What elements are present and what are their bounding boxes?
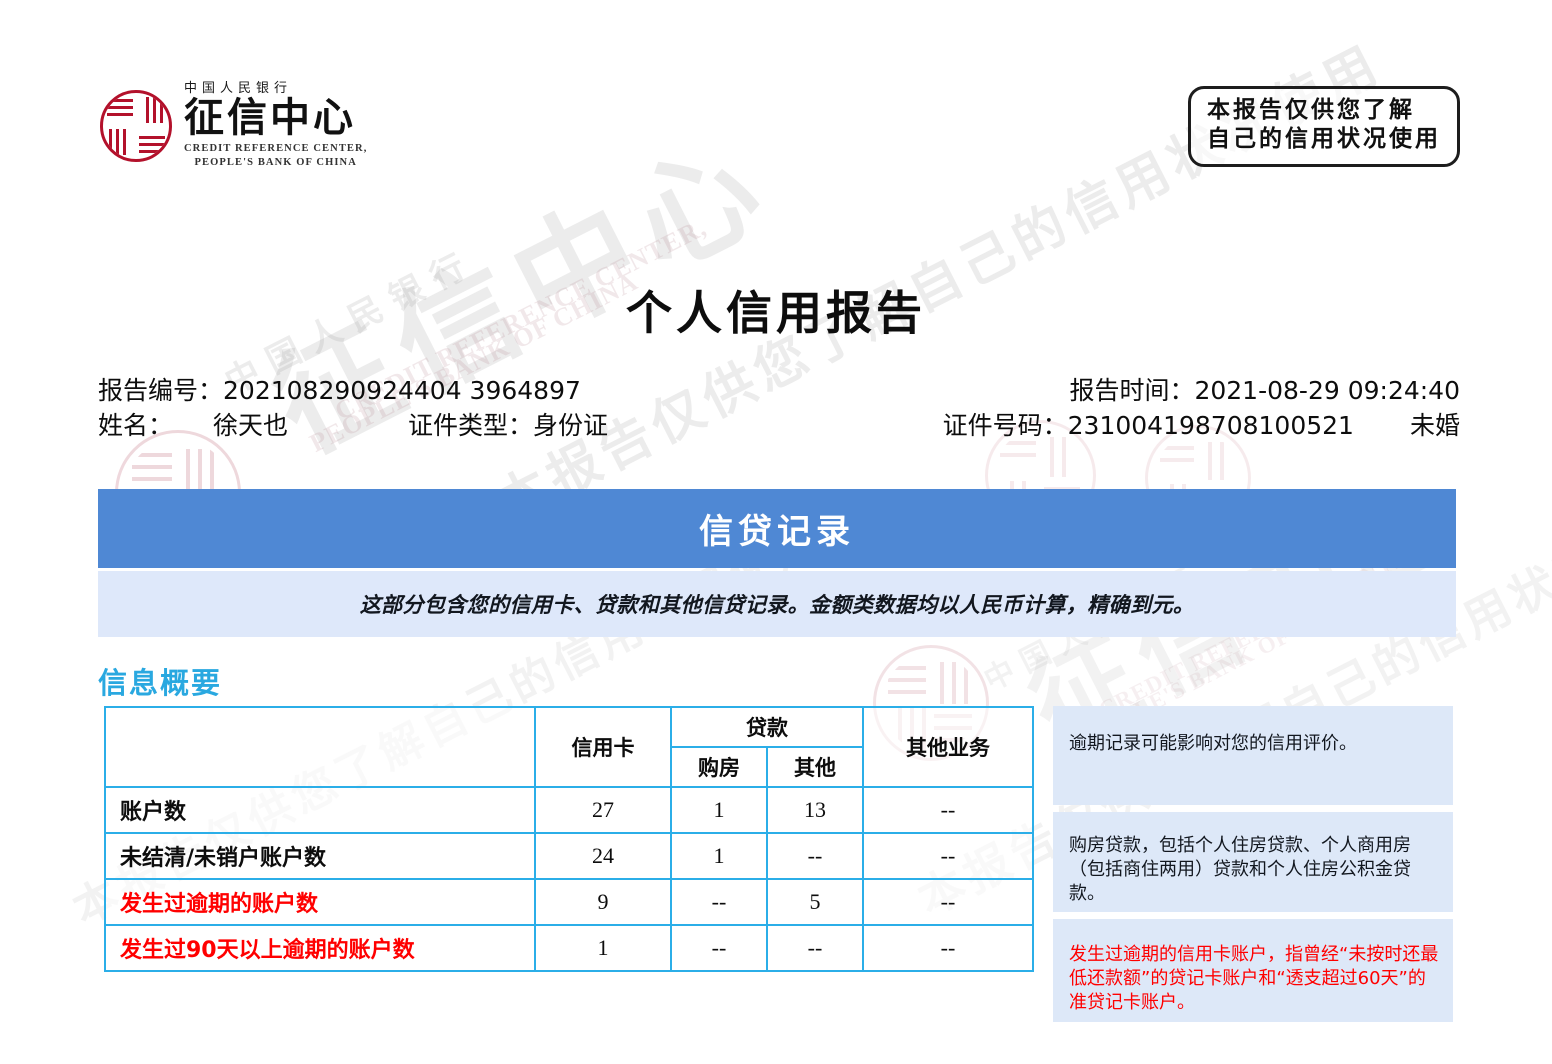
metadata-row-1: 报告编号： 202108290924404 3964897 报告时间： 2021… [98,374,1460,409]
logo-bank-name: 中国人民银行 [184,81,293,96]
cell-overdue-house: -- [670,878,768,926]
pboc-credit-center-logo: 中国人民银行 征信中心 CREDIT REFERENCE CENTER, PEO… [100,82,367,170]
credit-record-banner: 信贷记录 [98,489,1456,568]
table-corner-cell [104,706,536,788]
name-value: 徐天也 [213,410,289,440]
cell-overdue90-other: -- [766,924,864,972]
cell-overdue90-house: -- [670,924,768,972]
table-row: 账户数 27 1 13 -- [104,786,1034,834]
usage-notice-stamp: 本报告仅供您了解 自己的信用状况使用 [1188,86,1460,167]
usage-notice-line-1: 本报告仅供您了解 [1207,97,1415,123]
section-heading-info-summary: 信息概要 [98,666,223,700]
note-house-loan-definition: 购房贷款，包括个人住房贷款、个人商用房（包括商住两用）贷款和个人住房公积金贷款。 [1053,812,1453,912]
table-header-row-1: 信用卡 贷款 其他业务 [104,706,1034,788]
logo-english-line-1: CREDIT REFERENCE CENTER, [184,143,368,154]
id-number-value: 231004198708100521 [1067,410,1354,440]
cell-overdue-other: 5 [766,878,864,926]
cell-account-count-other-business: -- [862,786,1034,834]
id-type-value: 身份证 [533,410,609,440]
cell-unsettled-house: 1 [670,832,768,880]
note-overdue-card-definition: 发生过逾期的信用卡账户，指曾经“未按时还最低还款额”的贷记卡账户和“透支超过60… [1053,919,1453,1022]
cell-unsettled-other-business: -- [862,832,1034,880]
cell-overdue-credit-card: 9 [534,878,672,926]
id-type-label: 证件类型： [408,410,534,440]
cell-overdue90-credit-card: 1 [534,924,672,972]
cell-overdue-other-business: -- [862,878,1034,926]
credit-record-subtitle-text: 这部分包含您的信用卡、贷款和其他信贷记录。金额类数据均以人民币计算，精确到元。 [359,593,1195,617]
header-loan: 贷款 [670,706,864,748]
credit-record-banner-title: 信贷记录 [699,512,855,552]
report-time-label: 报告时间： [1069,376,1195,405]
marital-status-value: 未婚 [1409,410,1460,440]
report-number-value: 202108290924404 3964897 [223,376,581,405]
header-other-business: 其他业务 [862,706,1034,788]
report-time-value: 2021-08-29 09:24:40 [1194,376,1460,405]
note-overdue-impact: 逾期记录可能影响对您的信用评价。 [1053,706,1453,805]
header-credit-card: 信用卡 [534,706,672,788]
report-number-label: 报告编号： [98,376,224,405]
table-row: 发生过逾期的账户数 9 -- 5 -- [104,878,1034,926]
logo-center-name: 征信中心 [184,95,356,141]
credit-record-subtitle-bar: 这部分包含您的信用卡、贷款和其他信贷记录。金额类数据均以人民币计算，精确到元。 [98,571,1456,637]
table-row: 未结清/未销户账户数 24 1 -- -- [104,832,1034,880]
header-loan-house: 购房 [670,746,768,788]
page-title: 个人信用报告 [626,286,926,340]
id-number-label: 证件号码： [942,410,1068,440]
row-label-overdue-accounts: 发生过逾期的账户数 [104,878,536,926]
cell-unsettled-credit-card: 24 [534,832,672,880]
cell-account-count-other: 13 [766,786,864,834]
cell-account-count-credit-card: 27 [534,786,672,834]
logo-english-line-2: PEOPLE'S BANK OF CHINA [194,157,357,169]
cell-unsettled-other: -- [766,832,864,880]
header-loan-other: 其他 [766,746,864,788]
row-label-account-count: 账户数 [104,786,536,834]
row-label-overdue-90-days: 发生过90天以上逾期的账户数 [104,924,536,972]
usage-notice-line-2: 自己的信用状况使用 [1207,126,1441,153]
row-label-unsettled-accounts: 未结清/未销户账户数 [104,832,536,880]
pboc-seal-icon [100,90,172,163]
summary-notes-panel: 逾期记录可能影响对您的信用评价。 购房贷款，包括个人住房贷款、个人商用房（包括商… [1053,706,1453,1029]
cell-overdue90-other-business: -- [862,924,1034,972]
table-header-row-2: 购房 其他 [105,746,1033,788]
metadata-row-2: 姓名： 徐天也 证件类型： 身份证 证件号码： 2310041987081005… [98,409,1460,444]
report-metadata: 报告编号： 202108290924404 3964897 报告时间： 2021… [98,374,1460,443]
information-summary-table: 信用卡 贷款 其他业务 购房 其他 账户数 27 1 13 -- [104,706,1034,972]
table-row: 发生过90天以上逾期的账户数 1 -- -- -- [104,924,1034,972]
cell-account-count-house: 1 [670,786,768,834]
name-label: 姓名： [98,410,174,440]
